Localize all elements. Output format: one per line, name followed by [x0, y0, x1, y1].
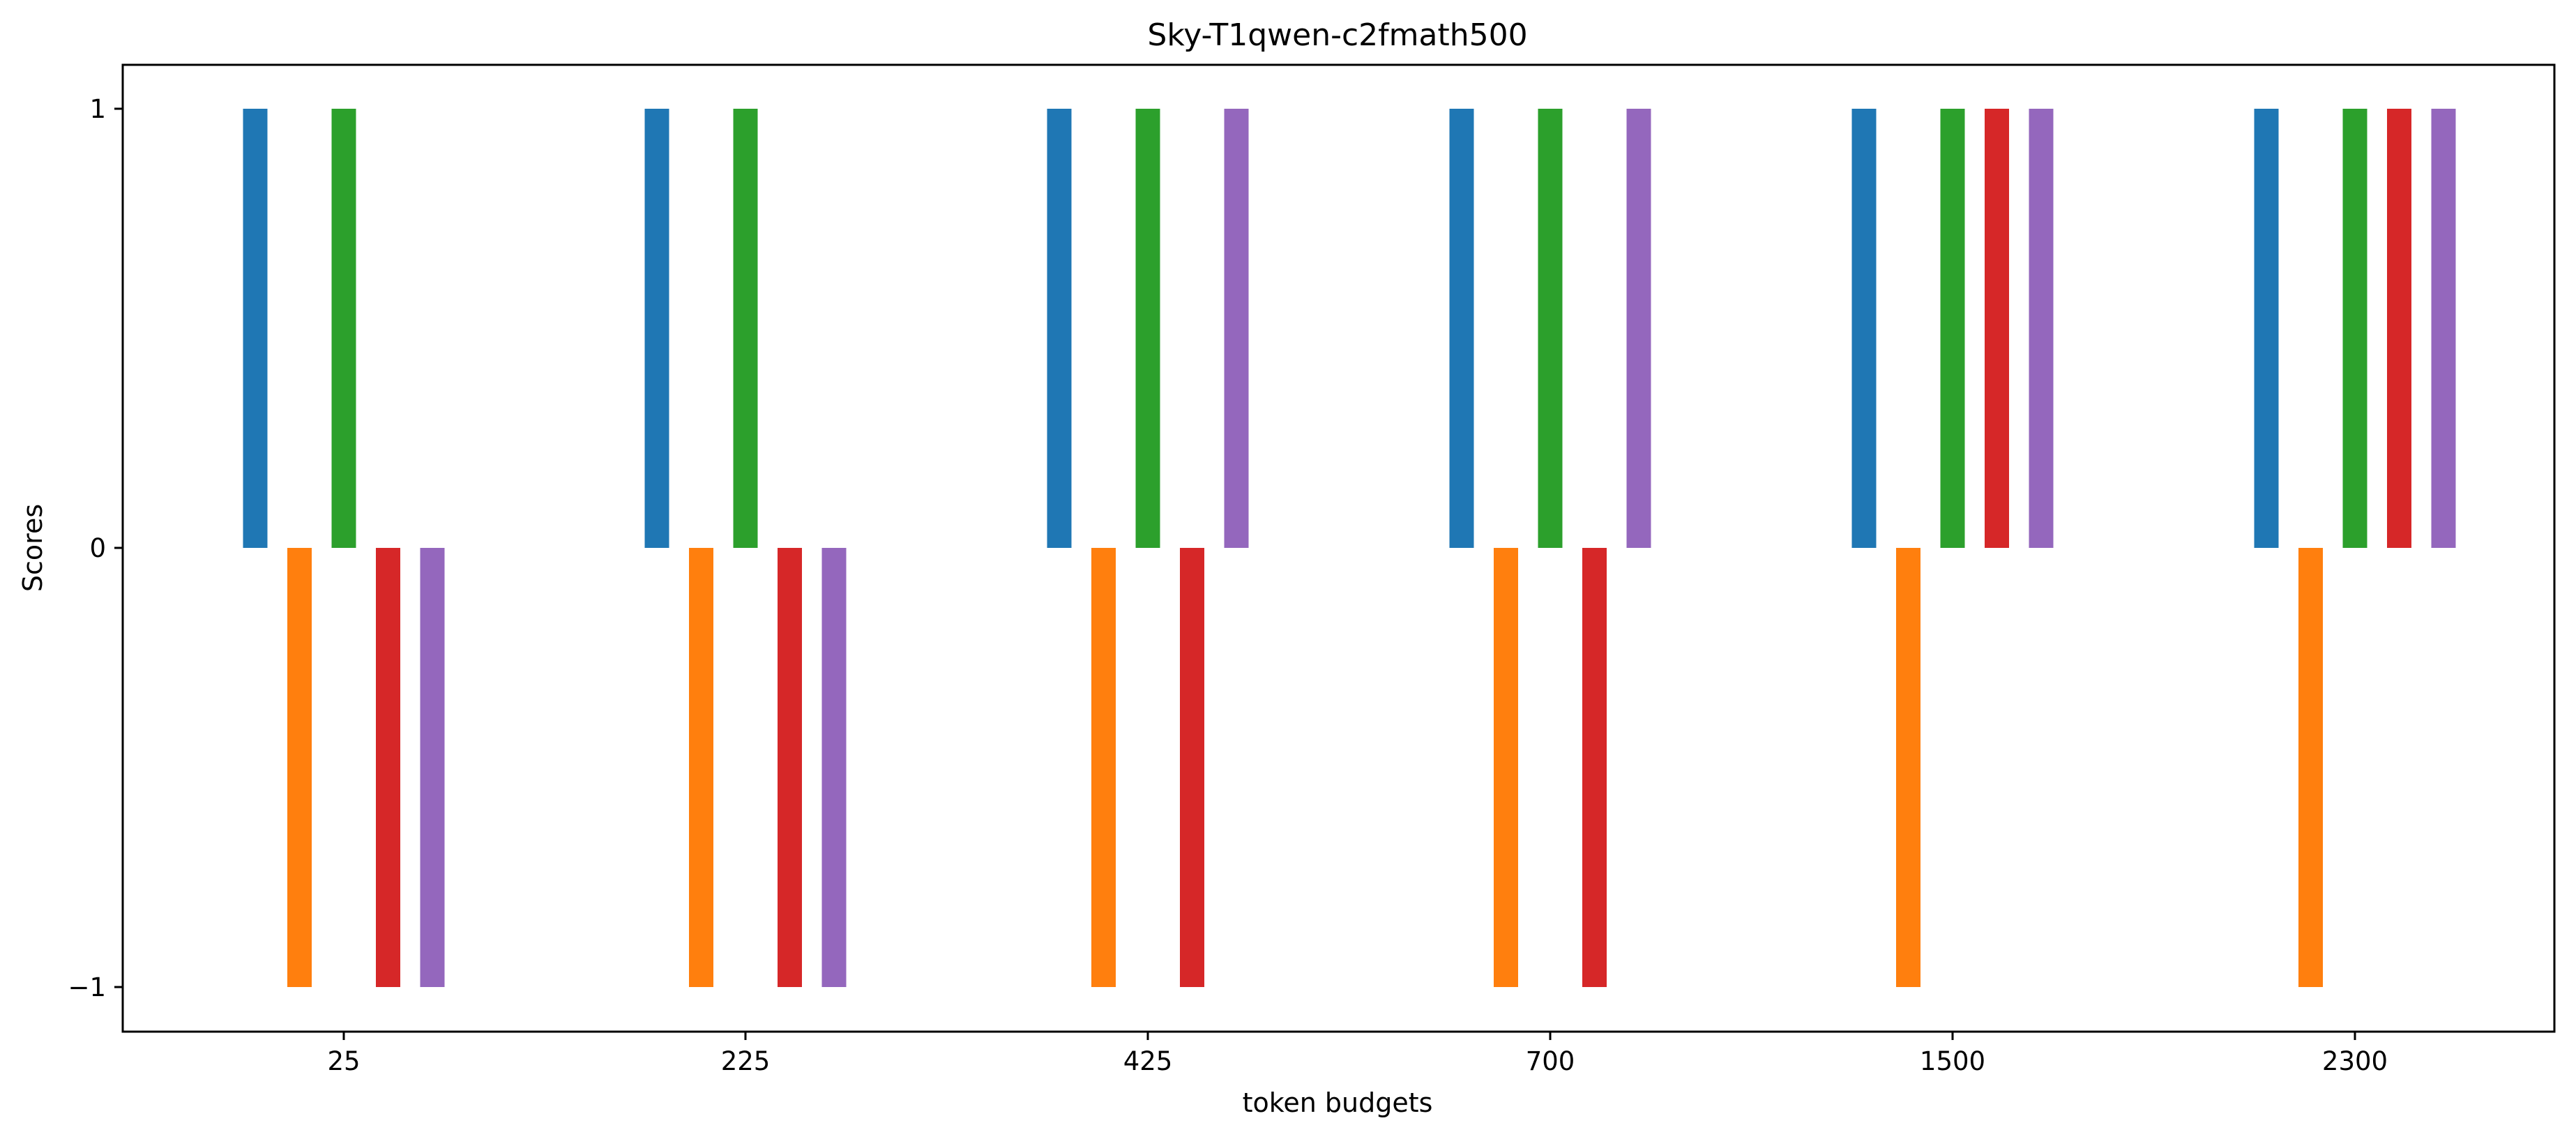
x-axis-ticks: 25 225 425 700 1500 2300	[327, 1032, 2388, 1076]
y-axis-label: Scores	[17, 504, 48, 592]
bar-s5-2300	[2431, 109, 2456, 548]
bar-s5-700	[1626, 109, 1651, 548]
y-tick-label: −1	[68, 972, 106, 1002]
bar-s3-425	[1135, 109, 1160, 548]
bar-s4-425	[1180, 548, 1204, 987]
y-tick-label: 1	[89, 94, 106, 124]
bar-s4-225	[778, 548, 802, 987]
bars-group	[243, 109, 2456, 987]
y-tick-label: 0	[89, 533, 106, 563]
bar-s2-700	[1494, 548, 1518, 987]
bar-s4-2300	[2387, 109, 2411, 548]
y-axis-ticks: −1 0 1	[68, 94, 123, 1002]
x-tick-label: 225	[721, 1046, 771, 1076]
bar-s3-700	[1538, 109, 1563, 548]
bar-s3-1500	[1940, 109, 1965, 548]
x-tick-label: 25	[327, 1046, 360, 1076]
x-tick-label: 2300	[2322, 1046, 2388, 1076]
bar-s3-25	[331, 109, 356, 548]
bar-s5-225	[821, 548, 847, 987]
plot-frame	[121, 63, 2556, 1033]
x-tick-label: 425	[1123, 1046, 1173, 1076]
bar-s2-1500	[1896, 548, 1920, 987]
bar-s1-700	[1449, 109, 1474, 548]
bar-s2-25	[287, 548, 312, 987]
bar-s3-2300	[2342, 109, 2367, 548]
bar-s5-1500	[2029, 109, 2054, 548]
bar-s2-225	[689, 548, 713, 987]
bar-s1-1500	[1851, 109, 1877, 548]
bar-s4-1500	[1985, 109, 2009, 548]
x-axis-label: token budgets	[1243, 1087, 1433, 1118]
bar-s5-25	[420, 548, 445, 987]
chart-title: Sky-T1qwen-c2fmath500	[1147, 17, 1527, 53]
bar-s1-225	[644, 109, 669, 548]
bar-s2-425	[1091, 548, 1116, 987]
bar-s5-425	[1224, 109, 1249, 548]
bar-s4-700	[1582, 548, 1607, 987]
bar-s1-425	[1047, 109, 1072, 548]
bar-s1-25	[243, 109, 268, 548]
x-tick-label: 700	[1526, 1046, 1575, 1076]
bar-s3-225	[733, 109, 758, 548]
bar-s1-2300	[2254, 109, 2279, 548]
x-tick-label: 1500	[1920, 1046, 1985, 1076]
bar-s2-2300	[2298, 548, 2323, 987]
bar-s4-25	[376, 548, 400, 987]
